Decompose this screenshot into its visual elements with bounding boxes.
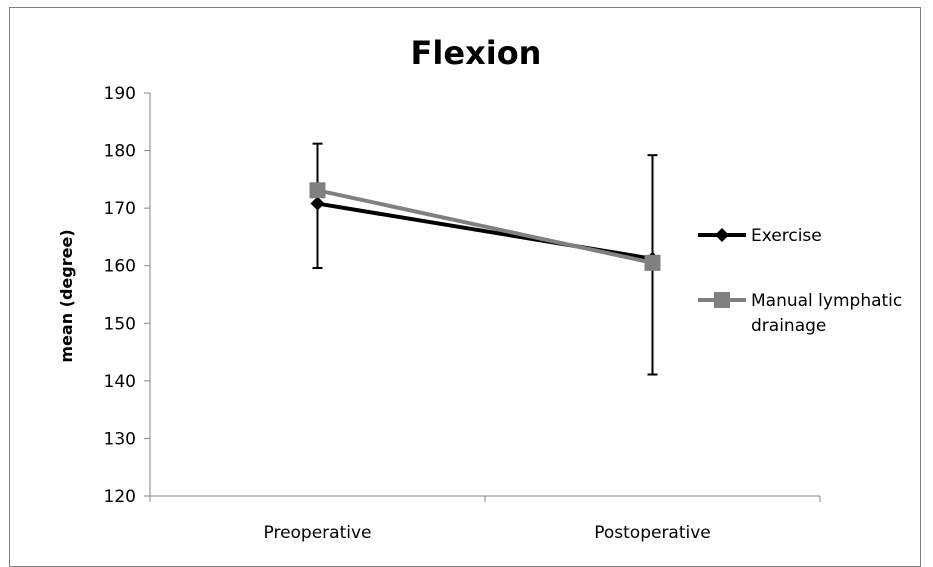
legend-label: Manual lymphatic (751, 291, 902, 311)
y-tick-label: 120 (104, 487, 136, 507)
legend-label: drainage (751, 316, 826, 336)
legend: Exercise Manual lymphatic drainage (698, 226, 902, 336)
y-tick-label: 190 (104, 84, 136, 104)
flexion-chart: Flexion mean (degree) 120 130 140 150 160 170… (57, 34, 902, 543)
y-tick-label: 140 (104, 372, 136, 392)
x-tick-label: Preoperative (264, 523, 372, 543)
y-tick-label: 160 (104, 257, 136, 277)
legend-label: Exercise (751, 226, 822, 246)
error-bars (312, 142, 658, 376)
data-point (309, 182, 326, 199)
y-tick-label: 180 (104, 142, 136, 162)
series-line-1 (317, 188, 653, 265)
legend-marker (714, 292, 730, 308)
series-lines (309, 182, 661, 271)
axes: 120 130 140 150 160 170 180 190 Preoperative Post… (104, 84, 821, 543)
data-point (644, 254, 661, 271)
x-tick-label: Postoperative (594, 523, 711, 543)
data-point (310, 196, 325, 211)
chart-title: Flexion (411, 34, 542, 72)
y-axis-label: mean (degree) (57, 229, 76, 362)
chart-frame (9, 7, 921, 567)
y-tick-label: 150 (104, 314, 136, 334)
legend-marker (715, 228, 729, 242)
y-tick-label: 170 (104, 199, 136, 219)
y-tick-label: 130 (104, 429, 136, 449)
